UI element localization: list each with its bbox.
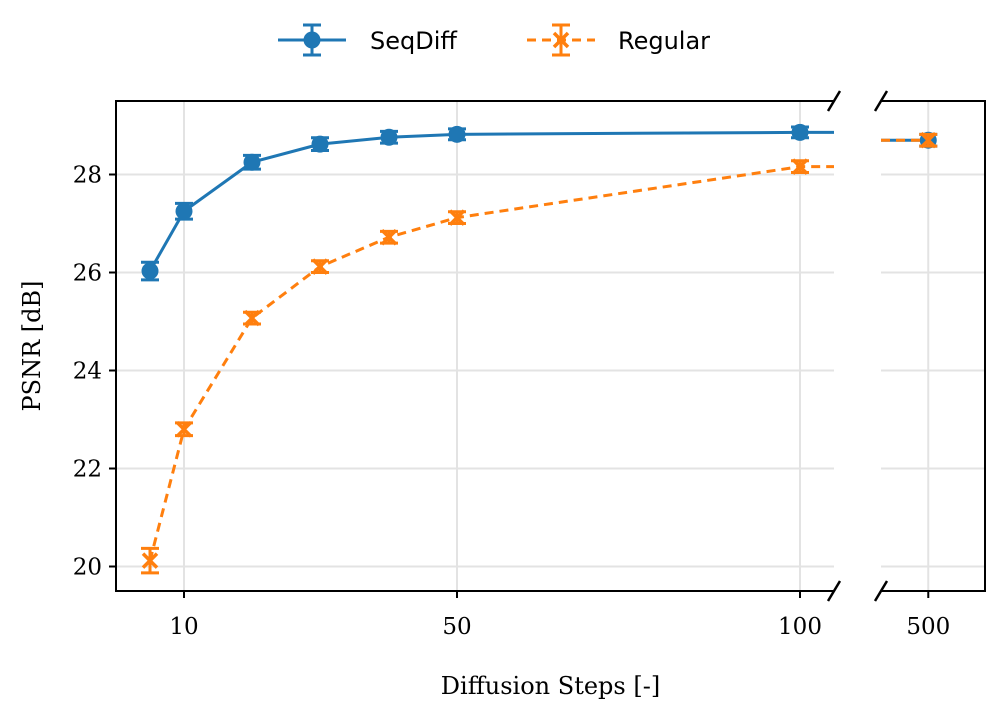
legend-item-seqdiff: SeqDiff: [278, 23, 457, 57]
series-regular: [141, 131, 938, 575]
data-point: [448, 209, 466, 226]
data-point: [448, 125, 466, 143]
x-tick-label: 50: [442, 614, 471, 640]
axes-frame: [115, 90, 986, 602]
legend-label: Regular: [618, 27, 710, 55]
x-axis-label: Diffusion Steps [-]: [441, 672, 660, 700]
y-tick-label: 28: [73, 163, 102, 189]
axis-break-mark: [826, 90, 842, 112]
data-point: [791, 158, 809, 175]
series-layer: [141, 123, 938, 575]
ticks: 20 22 24 26 28 10 50 100 500: [73, 163, 951, 641]
axes-frame-left: [115, 100, 834, 592]
series-line: [148, 130, 834, 272]
data-point: [141, 262, 159, 280]
y-tick-label: 20: [73, 555, 102, 581]
grid: [116, 101, 985, 591]
x-tick-label: 500: [906, 614, 950, 640]
data-point: [380, 228, 398, 246]
legend-item-regular: Regular: [527, 23, 710, 57]
y-tick-label: 22: [73, 457, 102, 483]
y-tick-label: 24: [73, 359, 102, 385]
axes-frame-right: [881, 100, 986, 592]
legend-marker: [303, 31, 321, 49]
data-point: [243, 153, 261, 171]
data-point: [380, 128, 398, 146]
legend-label: SeqDiff: [370, 27, 457, 55]
y-tick-label: 26: [73, 261, 102, 287]
axis-break-mark: [826, 580, 842, 602]
axis-break-mark: [873, 580, 889, 602]
data-point: [920, 131, 937, 149]
data-point: [243, 309, 261, 327]
legend: SeqDiff Regular: [278, 23, 710, 57]
legend-marker: [552, 31, 570, 49]
y-axis-label: PSNR [dB]: [18, 280, 46, 411]
series-seqdiff: [141, 123, 938, 282]
axis-break-mark: [873, 90, 889, 112]
data-point: [311, 135, 329, 153]
series-line: [148, 165, 834, 561]
x-tick-label: 10: [169, 614, 198, 640]
data-point: [311, 258, 329, 275]
x-tick-label: 100: [778, 614, 822, 640]
data-point: [791, 123, 809, 141]
data-point: [141, 552, 159, 569]
data-point: [175, 202, 193, 220]
data-point: [175, 421, 193, 438]
